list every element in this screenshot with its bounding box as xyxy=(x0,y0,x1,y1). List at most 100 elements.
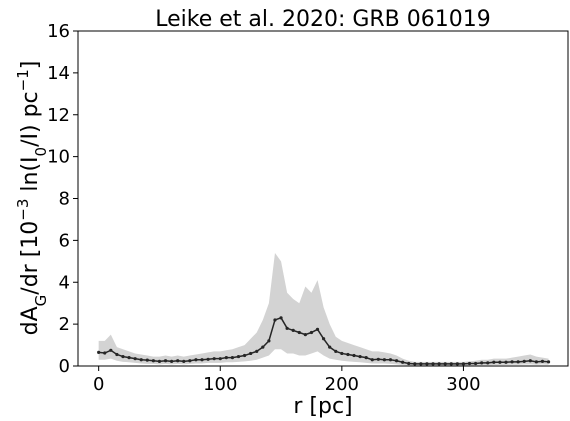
y-axis-label-part: /dr [10 xyxy=(18,221,43,295)
data-point xyxy=(473,361,478,366)
y-axis-label-part: 0 xyxy=(32,147,50,157)
data-point xyxy=(224,356,228,360)
data-point xyxy=(334,349,338,353)
y-tick-label: 4 xyxy=(59,272,70,293)
data-point xyxy=(388,358,393,362)
data-point xyxy=(401,360,405,364)
y-tick-label: 6 xyxy=(59,230,70,251)
data-point xyxy=(431,362,435,366)
data-point xyxy=(394,359,399,363)
data-point xyxy=(358,354,362,359)
data-point xyxy=(510,360,514,364)
y-axis-label-part: ] xyxy=(18,61,43,70)
data-point xyxy=(200,358,204,362)
data-point xyxy=(127,356,131,360)
data-point xyxy=(303,332,307,337)
y-tick-label: 12 xyxy=(47,105,70,126)
data-point xyxy=(364,356,368,360)
data-point xyxy=(516,360,520,364)
data-point xyxy=(170,359,174,363)
data-point xyxy=(498,360,502,364)
chart-title: Leike et al. 2020: GRB 061019 xyxy=(155,7,491,32)
x-tick-label: 0 xyxy=(93,374,104,395)
y-axis-label-part: ) pc xyxy=(18,91,43,133)
y-axis-label-part: −3 xyxy=(14,199,32,221)
data-point xyxy=(419,362,423,366)
data-point xyxy=(309,330,314,335)
data-point xyxy=(194,358,198,362)
data-point xyxy=(212,357,216,361)
x-tick-label: 200 xyxy=(325,374,359,395)
data-point xyxy=(322,337,326,341)
data-point xyxy=(370,358,374,362)
data-point xyxy=(230,356,235,360)
data-point xyxy=(121,354,125,359)
data-point xyxy=(291,328,295,333)
data-point xyxy=(151,359,155,363)
x-tick-label: 300 xyxy=(446,374,480,395)
data-point xyxy=(328,345,332,349)
data-point xyxy=(546,360,551,364)
data-point xyxy=(242,353,247,358)
data-point xyxy=(492,360,496,364)
y-axis-label-part: G xyxy=(32,295,50,307)
data-point xyxy=(279,316,283,320)
data-point xyxy=(157,359,162,363)
data-point xyxy=(407,361,411,366)
data-point xyxy=(285,326,289,330)
data-point xyxy=(443,362,447,366)
data-point xyxy=(413,362,417,366)
data-point xyxy=(437,362,441,366)
data-point xyxy=(218,357,222,361)
y-axis-label-part: dA xyxy=(18,306,43,335)
y-axis-label-part: I xyxy=(18,133,43,140)
y-axis-label: dAG/dr [10−3 ln(I0/I) pc−1] xyxy=(14,61,50,336)
y-tick-label: 10 xyxy=(47,147,70,168)
data-point xyxy=(133,357,137,361)
data-point xyxy=(182,359,186,363)
y-tick-label: 16 xyxy=(47,21,70,42)
data-point xyxy=(145,358,149,362)
data-point xyxy=(109,348,113,352)
data-point xyxy=(315,327,320,331)
x-axis-label: r [pc] xyxy=(293,394,352,419)
y-axis-label-part: −1 xyxy=(14,69,32,91)
uncertainty-band xyxy=(98,252,549,366)
y-axis-label-part: ln( xyxy=(18,163,43,199)
data-point xyxy=(455,362,459,366)
data-point xyxy=(534,360,538,364)
data-point xyxy=(255,349,259,353)
data-point xyxy=(346,352,350,357)
data-point xyxy=(340,351,344,356)
data-point xyxy=(103,351,107,355)
data-point xyxy=(206,357,210,361)
data-point xyxy=(139,358,143,362)
data-point xyxy=(528,359,532,363)
y-tick-label: 2 xyxy=(59,314,70,335)
data-point xyxy=(236,354,241,359)
data-point xyxy=(540,359,545,363)
y-axis-label-part: I xyxy=(18,156,43,163)
data-point xyxy=(461,362,466,366)
data-point xyxy=(273,318,277,322)
data-point xyxy=(486,361,490,365)
data-point xyxy=(97,350,101,354)
data-point xyxy=(352,353,356,358)
data-point xyxy=(115,352,119,357)
y-tick-label: 8 xyxy=(59,189,70,210)
x-tick-label: 100 xyxy=(203,374,237,395)
y-tick-label: 14 xyxy=(47,63,70,84)
data-point xyxy=(480,361,484,365)
data-point xyxy=(188,359,192,363)
data-point xyxy=(467,361,472,366)
y-tick-label: 0 xyxy=(59,356,70,377)
data-point xyxy=(297,330,301,335)
data-point xyxy=(504,360,508,364)
y-axis-label-part: / xyxy=(18,139,43,147)
data-point xyxy=(425,362,429,366)
data-point xyxy=(382,358,387,362)
data-point xyxy=(249,351,253,356)
data-point xyxy=(376,357,380,361)
data-point xyxy=(176,359,180,363)
